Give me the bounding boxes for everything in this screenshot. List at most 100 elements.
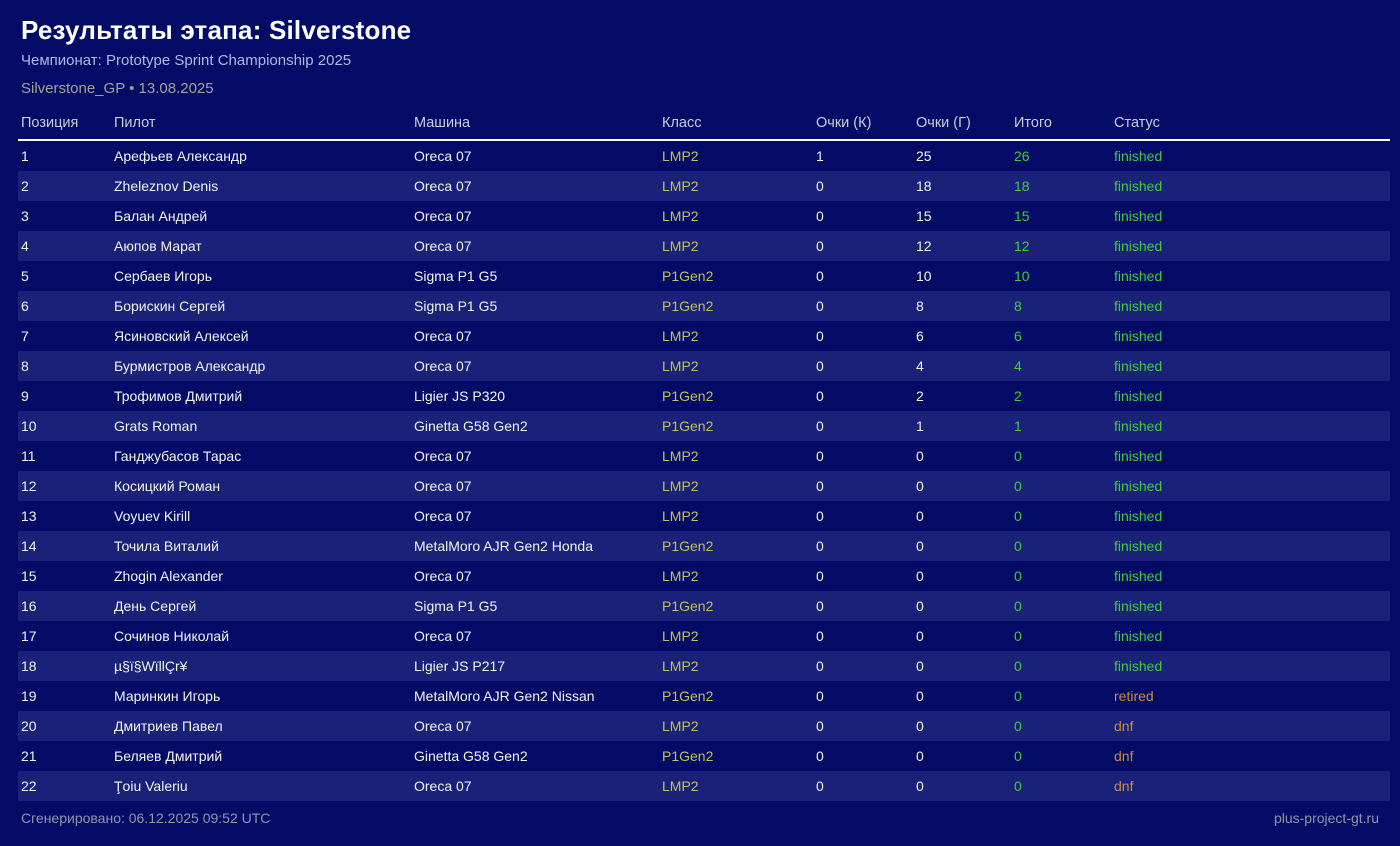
- cell-car: Oreca 07: [414, 477, 472, 494]
- cell-points-k: 0: [816, 717, 824, 734]
- col-header-points-k: Очки (К): [816, 114, 872, 131]
- status-badge: finished: [1114, 657, 1163, 674]
- cell-car: Oreca 07: [414, 627, 472, 644]
- cell-class: P1Gen2: [662, 297, 714, 314]
- cell-position: 20: [21, 717, 37, 734]
- cell-total: 18: [1014, 177, 1030, 194]
- status-badge: finished: [1114, 447, 1163, 464]
- cell-points-g: 0: [916, 567, 924, 584]
- site-link[interactable]: plus-project-gt.ru: [1273, 809, 1379, 826]
- status-badge: finished: [1114, 567, 1163, 584]
- cell-car: Oreca 07: [414, 177, 472, 194]
- cell-position: 22: [21, 777, 37, 794]
- cell-points-g: 25: [916, 147, 932, 164]
- table-row: 17 Сочинов Николай Oreca 07 LMP2 0 0 0 f…: [18, 621, 1390, 651]
- cell-points-k: 0: [816, 447, 824, 464]
- cell-total: 12: [1014, 237, 1030, 254]
- cell-points-k: 0: [816, 297, 824, 314]
- cell-points-k: 0: [816, 627, 824, 644]
- cell-position: 12: [21, 477, 37, 494]
- cell-position: 14: [21, 537, 37, 554]
- col-header-total: Итого: [1014, 114, 1052, 131]
- table-row: 22 Ţoiu Valeriu Oreca 07 LMP2 0 0 0 dnf: [18, 770, 1390, 801]
- championship-subtitle: Чемпионат: Prototype Sprint Championship…: [21, 51, 352, 69]
- cell-points-g: 18: [916, 177, 932, 194]
- cell-points-g: 0: [916, 717, 924, 734]
- cell-pilot: Бурмистров Александр: [114, 357, 266, 374]
- cell-total: 2: [1014, 387, 1022, 404]
- table-row: 8 Бурмистров Александр Oreca 07 LMP2 0 4…: [18, 350, 1390, 381]
- cell-points-g: 1: [916, 417, 924, 434]
- cell-class: P1Gen2: [662, 387, 714, 404]
- table-row: 14 Точила Виталий MetalMoro AJR Gen2 Hon…: [18, 530, 1390, 561]
- status-badge: dnf: [1114, 747, 1134, 764]
- cell-position: 19: [21, 687, 37, 704]
- cell-position: 2: [21, 177, 29, 194]
- cell-position: 13: [21, 507, 37, 524]
- cell-class: LMP2: [662, 327, 699, 344]
- cell-car: Ligier JS P217: [414, 657, 506, 674]
- table-row: 9 Трофимов Дмитрий Ligier JS P320 P1Gen2…: [18, 381, 1390, 411]
- cell-class: P1Gen2: [662, 597, 714, 614]
- cell-position: 8: [21, 357, 29, 374]
- cell-class: LMP2: [662, 507, 699, 524]
- cell-car: Oreca 07: [414, 147, 472, 164]
- cell-position: 17: [21, 627, 37, 644]
- cell-total: 4: [1014, 357, 1022, 374]
- cell-points-k: 0: [816, 747, 824, 764]
- cell-total: 0: [1014, 477, 1022, 494]
- cell-pilot: Ţoiu Valeriu: [114, 777, 188, 794]
- cell-class: LMP2: [662, 147, 699, 164]
- table-row: 6 Борискин Сергей Sigma P1 G5 P1Gen2 0 8…: [18, 290, 1390, 321]
- cell-car: Oreca 07: [414, 327, 472, 344]
- status-badge: finished: [1114, 417, 1163, 434]
- cell-points-g: 0: [916, 777, 924, 794]
- generated-timestamp: Сгенерировано: 06.12.2025 09:52 UTC: [21, 809, 271, 826]
- table-row: 4 Аюпов Марат Oreca 07 LMP2 0 12 12 fini…: [18, 230, 1390, 261]
- cell-pilot: Voyuev Kirill: [114, 507, 191, 524]
- cell-points-g: 8: [916, 297, 924, 314]
- cell-total: 0: [1014, 777, 1022, 794]
- cell-car: Sigma P1 G5: [414, 597, 498, 614]
- col-header-car: Машина: [414, 114, 471, 131]
- cell-points-k: 0: [816, 777, 824, 794]
- cell-pilot: Трофимов Дмитрий: [114, 387, 243, 404]
- status-badge: finished: [1114, 507, 1163, 524]
- cell-car: Sigma P1 G5: [414, 267, 498, 284]
- cell-points-g: 6: [916, 327, 924, 344]
- cell-pilot: Аюпов Марат: [114, 237, 202, 254]
- cell-total: 1: [1014, 417, 1022, 434]
- cell-car: Oreca 07: [414, 237, 472, 254]
- cell-class: LMP2: [662, 627, 699, 644]
- cell-position: 1: [21, 147, 29, 164]
- cell-points-k: 0: [816, 687, 824, 704]
- table-row: 20 Дмитриев Павел Oreca 07 LMP2 0 0 0 dn…: [18, 710, 1390, 741]
- status-badge: finished: [1114, 147, 1163, 164]
- status-badge: finished: [1114, 177, 1163, 194]
- status-badge: finished: [1114, 537, 1163, 554]
- cell-pilot: Точила Виталий: [114, 537, 219, 554]
- cell-pilot: Балан Андрей: [114, 207, 208, 224]
- status-badge: finished: [1114, 207, 1163, 224]
- cell-class: LMP2: [662, 237, 699, 254]
- cell-points-k: 0: [816, 207, 824, 224]
- cell-total: 0: [1014, 537, 1022, 554]
- cell-class: P1Gen2: [662, 267, 714, 284]
- cell-points-g: 10: [916, 267, 932, 284]
- cell-total: 0: [1014, 717, 1022, 734]
- cell-points-k: 0: [816, 177, 824, 194]
- cell-points-k: 0: [816, 657, 824, 674]
- cell-class: LMP2: [662, 777, 699, 794]
- cell-points-g: 0: [916, 597, 924, 614]
- cell-car: Ginetta G58 Gen2: [414, 417, 528, 434]
- cell-car: MetalMoro AJR Gen2 Honda: [414, 537, 593, 554]
- cell-car: Oreca 07: [414, 777, 472, 794]
- cell-total: 15: [1014, 207, 1030, 224]
- cell-points-g: 12: [916, 237, 932, 254]
- cell-position: 10: [21, 417, 37, 434]
- cell-car: MetalMoro AJR Gen2 Nissan: [414, 687, 595, 704]
- results-page: Результаты этапа: Silverstone Чемпионат:…: [0, 15, 1400, 846]
- cell-points-g: 15: [916, 207, 932, 224]
- event-date-line: Silverstone_GP • 13.08.2025: [21, 80, 214, 98]
- cell-position: 6: [21, 297, 29, 314]
